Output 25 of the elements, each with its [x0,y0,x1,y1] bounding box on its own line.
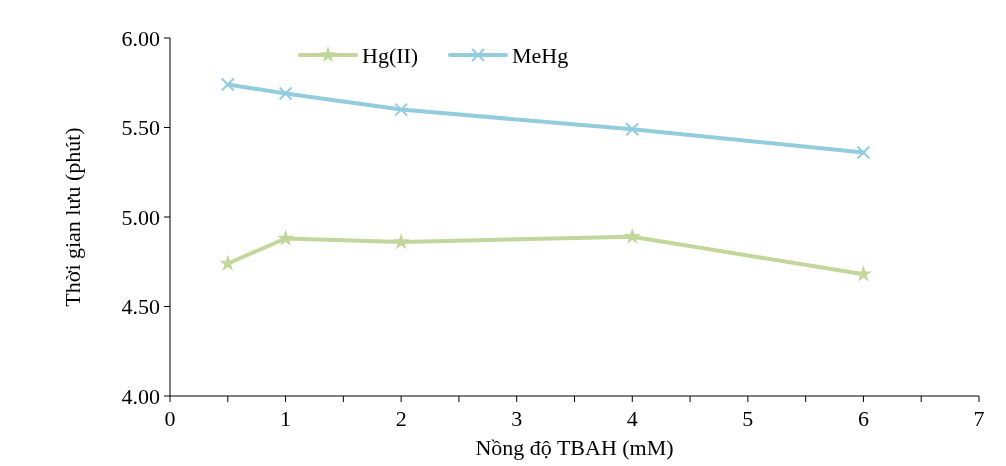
x-axis-title: Nồng độ TBAH (mM) [475,435,674,460]
y-tick-label: 4.00 [121,383,160,409]
y-axis-title: Thời gian lưu (phút) [60,127,85,307]
x-tick-label: 4 [626,406,638,431]
x-tick-label: 0 [164,406,176,431]
legend-label: MeHg [512,42,569,68]
point [623,227,641,244]
x-tick-label: 7 [973,406,985,431]
point [856,145,871,160]
x-tick-label: 6 [857,406,869,431]
x-tick-label: 2 [395,406,407,431]
y-tick-label: 4.50 [121,294,160,320]
x-tick-label: 1 [280,406,292,431]
point [277,229,295,246]
point [220,77,235,92]
point [625,122,640,137]
x-tick-label: 5 [742,406,754,431]
x-tick-label: 3 [511,406,523,431]
point [278,86,293,101]
point [394,102,409,117]
y-tick-label: 5.50 [121,115,160,141]
y-tick-label: 5.00 [121,204,160,230]
point [392,233,410,250]
legend-label: Hg(II) [362,42,419,68]
y-tick-label: 6.00 [121,25,160,51]
